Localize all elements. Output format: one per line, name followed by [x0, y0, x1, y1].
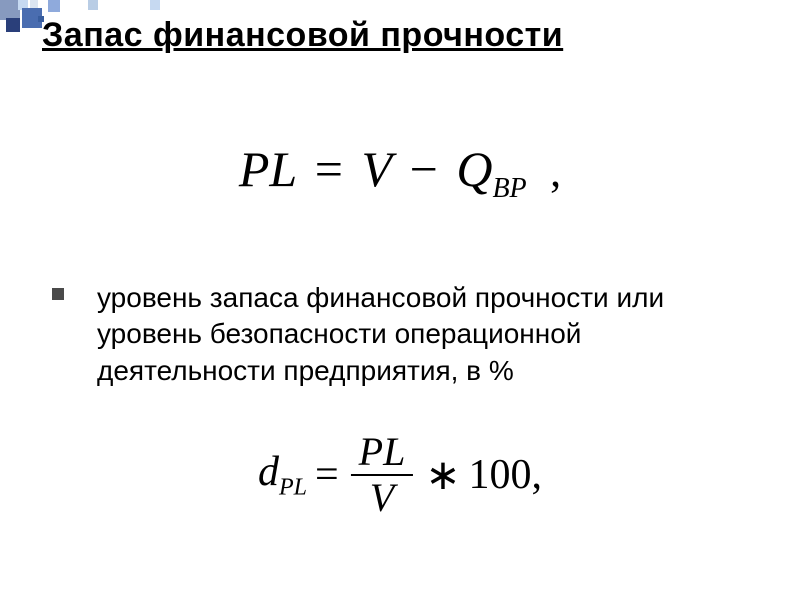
formula2-hundred: 100,: [469, 451, 543, 499]
formula2-den: V: [362, 476, 402, 520]
formula2-num: PL: [351, 430, 414, 474]
formula2-eq: =: [307, 451, 347, 499]
formula-term2: Q: [456, 141, 492, 197]
formula-eq: =: [309, 141, 349, 197]
formula-term2-sub: BP: [492, 173, 526, 204]
formula-term1: V: [361, 141, 391, 197]
deco-square: [150, 0, 160, 10]
formula2-lhs-sub: PL: [279, 475, 307, 501]
formula-lhs: PL: [239, 141, 296, 197]
page-title: Запас финансовой прочности: [42, 16, 563, 55]
formula2-fraction: PL V: [351, 430, 414, 520]
formula2-lhs: d: [258, 449, 279, 495]
deco-square: [6, 18, 20, 32]
bullet-item: уровень запаса финансовой прочности или …: [52, 280, 760, 389]
formula2-times: ∗: [417, 450, 468, 500]
bullet-text: уровень запаса финансовой прочности или …: [97, 280, 760, 389]
bullet-marker-icon: [52, 288, 64, 300]
formula-comma: ,: [539, 147, 561, 196]
formula-percent: dPL = PL V ∗ 100,: [258, 430, 542, 520]
deco-square: [48, 0, 60, 12]
formula-minus: −: [404, 141, 444, 197]
formula-main: PL = V − QBP ,: [239, 140, 561, 205]
deco-square: [88, 0, 98, 10]
deco-square: [0, 0, 20, 20]
deco-square: [30, 0, 38, 8]
